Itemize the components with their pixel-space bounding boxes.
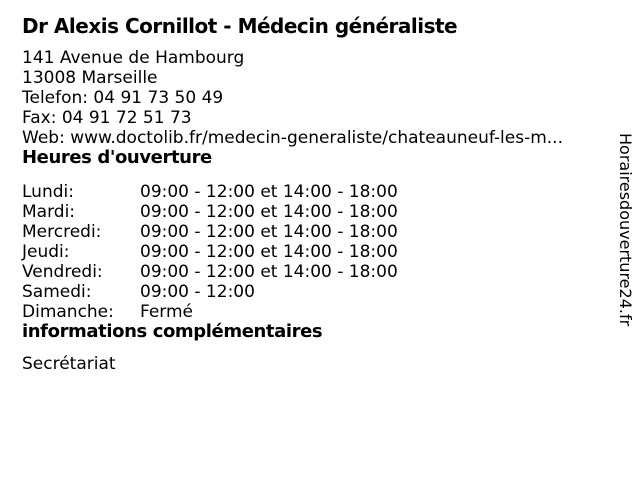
day-label: Dimanche:	[22, 302, 114, 322]
time-value: Fermé	[140, 302, 194, 322]
day-label: Mardi:	[22, 202, 76, 222]
main-content: Dr Alexis Cornillot - Médecin généralist…	[22, 14, 596, 374]
website-line: Web: www.doctolib.fr/medecin-generaliste…	[22, 128, 563, 148]
time-value: 09:00 - 12:00 et 14:00 - 18:00	[140, 262, 398, 282]
time-value: 09:00 - 12:00 et 14:00 - 18:00	[140, 202, 398, 222]
day-label: Vendredi:	[22, 262, 103, 282]
day-label: Mercredi:	[22, 222, 102, 242]
time-value: 09:00 - 12:00 et 14:00 - 18:00	[140, 182, 398, 202]
time-value: 09:00 - 12:00 et 14:00 - 18:00	[140, 222, 398, 242]
hours-row-monday: Lundi: 09:00 - 12:00 et 14:00 - 18:00	[22, 182, 596, 202]
site-watermark: Horairesdouverture24.fr	[616, 133, 635, 327]
hours-row-saturday: Samedi: 09:00 - 12:00	[22, 282, 596, 302]
day-label: Samedi:	[22, 282, 92, 302]
opening-hours-heading: Heures d'ouverture	[22, 147, 212, 168]
contact-block: 141 Avenue de Hambourg 13008 Marseille T…	[22, 48, 596, 148]
page-title: Dr Alexis Cornillot - Médecin généralist…	[22, 14, 458, 38]
time-value: 09:00 - 12:00 et 14:00 - 18:00	[140, 242, 398, 262]
hours-row-wednesday: Mercredi: 09:00 - 12:00 et 14:00 - 18:00	[22, 222, 596, 242]
day-label: Jeudi:	[22, 242, 70, 262]
additional-info-text: Secrétariat	[22, 354, 116, 374]
day-label: Lundi:	[22, 182, 74, 202]
phone-line: Telefon: 04 91 73 50 49	[22, 88, 224, 108]
additional-info-heading: informations complémentaires	[22, 321, 323, 342]
hours-row-friday: Vendredi: 09:00 - 12:00 et 14:00 - 18:00	[22, 262, 596, 282]
opening-hours-table: Lundi: 09:00 - 12:00 et 14:00 - 18:00 Ma…	[22, 182, 596, 322]
fax-line: Fax: 04 91 72 51 73	[22, 108, 192, 128]
hours-row-tuesday: Mardi: 09:00 - 12:00 et 14:00 - 18:00	[22, 202, 596, 222]
time-value: 09:00 - 12:00	[140, 282, 255, 302]
hours-row-thursday: Jeudi: 09:00 - 12:00 et 14:00 - 18:00	[22, 242, 596, 262]
hours-row-sunday: Dimanche: Fermé	[22, 302, 596, 322]
address-city-line: 13008 Marseille	[22, 68, 158, 88]
address-street-line: 141 Avenue de Hambourg	[22, 48, 245, 68]
